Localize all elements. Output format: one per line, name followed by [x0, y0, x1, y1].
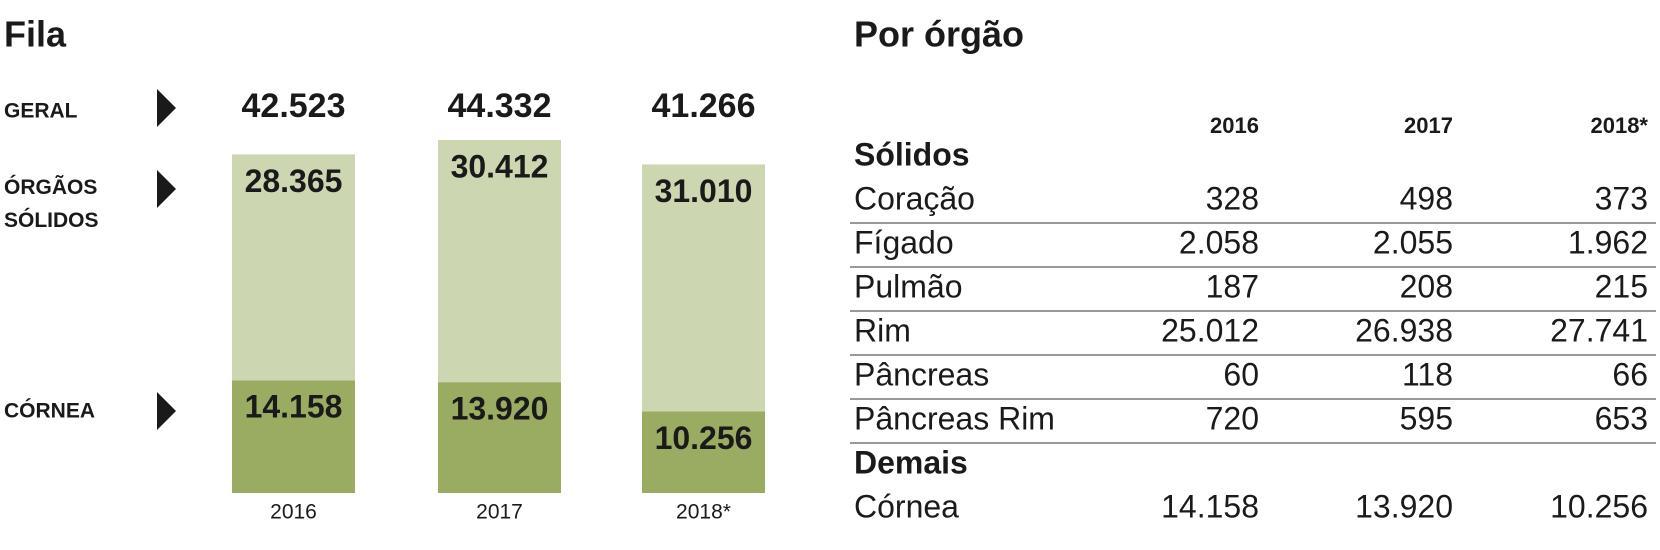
- cell: 187: [1206, 268, 1259, 304]
- bar-segment: [642, 164, 765, 412]
- column-header: 2017: [1404, 113, 1453, 138]
- cell: 373: [1595, 180, 1648, 216]
- cell: 498: [1400, 180, 1453, 216]
- total-label: 41.266: [652, 87, 756, 125]
- cell: 328: [1206, 180, 1259, 216]
- table-title: Por órgão: [854, 14, 1024, 55]
- cell: 118: [1402, 356, 1453, 392]
- cell: 653: [1595, 400, 1648, 436]
- group-header: Sólidos: [854, 136, 970, 172]
- arrow: [157, 392, 176, 430]
- bar-segment: [232, 154, 355, 381]
- row-label: ÓRGÃOS SÓLIDOS: [4, 176, 99, 232]
- value-label: 28.365: [245, 163, 343, 199]
- row-label: Fígado: [854, 224, 954, 260]
- cell: 60: [1223, 356, 1259, 392]
- value-label: 31.010: [655, 173, 753, 209]
- group-header: Demais: [854, 444, 968, 480]
- cell: 2.058: [1179, 224, 1259, 260]
- cell: 14.158: [1161, 488, 1259, 524]
- cell: 2.055: [1373, 224, 1453, 260]
- row-label: Coração: [854, 180, 975, 216]
- row-label: Rim: [854, 312, 911, 348]
- row-label: Pâncreas Rim: [854, 400, 1055, 436]
- row-label: Pulmão: [854, 268, 963, 304]
- arrow: [157, 89, 176, 127]
- cell: 215: [1595, 268, 1648, 304]
- x-tick-label: 2016: [270, 501, 317, 524]
- cell: 25.012: [1161, 312, 1259, 348]
- cell: 208: [1400, 268, 1453, 304]
- cell: 66: [1612, 356, 1648, 392]
- value-label: 14.158: [245, 389, 343, 425]
- value-label: 10.256: [655, 420, 753, 456]
- bar-segment: [438, 140, 561, 383]
- cell: 720: [1206, 400, 1259, 436]
- total-label: 44.332: [448, 87, 552, 125]
- total-label: 42.523: [242, 87, 346, 125]
- cell: 13.920: [1355, 488, 1453, 524]
- x-tick-label: 2017: [476, 501, 523, 524]
- cell: 10.256: [1550, 488, 1648, 524]
- chart-title: Fila: [4, 14, 67, 55]
- value-label: 30.412: [451, 148, 549, 184]
- value-label: 13.920: [451, 391, 549, 427]
- row-label: Córnea: [854, 488, 959, 524]
- bar-segment: [438, 382, 561, 493]
- bar-segment: [232, 380, 355, 493]
- column-header: 2016: [1210, 113, 1259, 138]
- x-tick-label: 2018*: [676, 501, 731, 524]
- bar-segment: [642, 411, 765, 493]
- cell: 27.741: [1550, 312, 1648, 348]
- row-label: GERAL: [4, 99, 78, 123]
- row-label: CÓRNEA: [4, 399, 96, 423]
- arrow: [157, 170, 176, 208]
- cell: 595: [1400, 400, 1453, 436]
- column-header: 2018*: [1590, 113, 1648, 138]
- cell: 26.938: [1355, 312, 1453, 348]
- row-label: Pâncreas: [854, 356, 989, 392]
- cell: 1.962: [1568, 224, 1648, 260]
